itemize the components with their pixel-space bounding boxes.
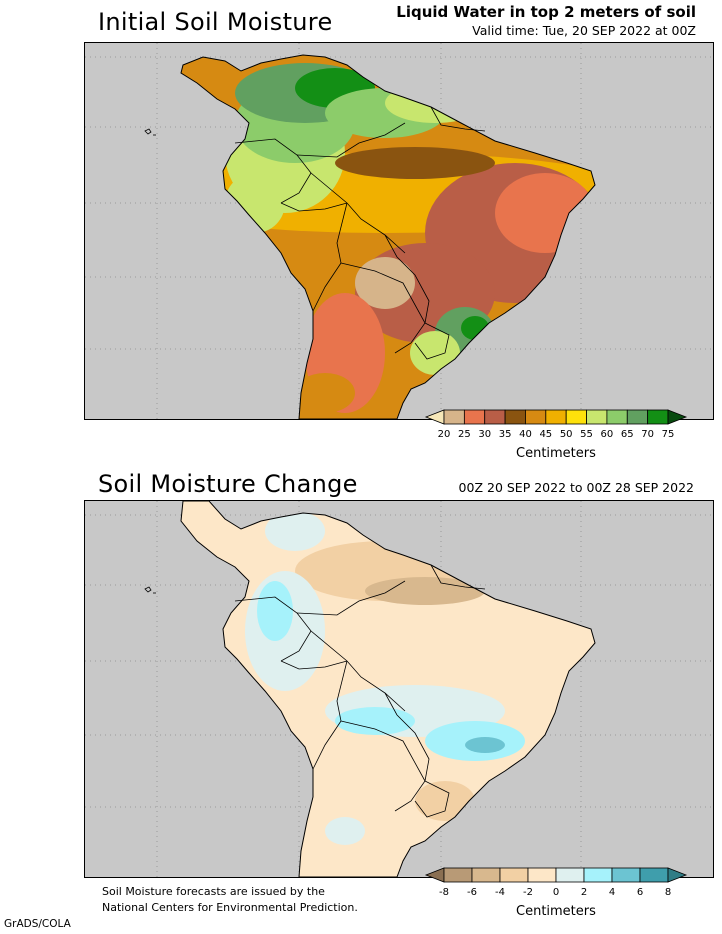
panel1-valid-time: Valid time: Tue, 20 SEP 2022 at 00Z <box>472 23 696 38</box>
panel1-colorbar-swatch <box>606 409 628 425</box>
soil-moisture-change-field <box>181 501 595 877</box>
panel1-colorbar-swatch <box>565 409 587 425</box>
panel2-colorbar-tick-label: -4 <box>495 887 505 898</box>
panel2-colorbar-swatch <box>611 867 641 883</box>
panel1-colorbar-swatch <box>647 409 669 425</box>
panel2-colorbar: -8 -6 -4 -2 0 2 4 6 8 <box>424 867 688 898</box>
panel1-colorbar-tick-label: 25 <box>458 429 471 440</box>
islands-2 <box>144 586 156 594</box>
panel2-colorbar-swatch <box>527 867 557 883</box>
panel1-colorbar-swatch <box>463 409 486 425</box>
country-borders <box>234 106 486 360</box>
panel1-colorbar-swatches <box>424 409 688 425</box>
soil-moisture-change-map <box>84 500 714 878</box>
ncep-note-line2: National Centers for Environmental Predi… <box>102 901 358 914</box>
panel1-colorbar-tick-label: 20 <box>438 429 451 440</box>
panel1-colorbar-tick-label: 35 <box>499 429 512 440</box>
panel2-time-range: 00Z 20 SEP 2022 to 00Z 28 SEP 2022 <box>458 480 694 495</box>
panel2-title: Soil Moisture Change <box>98 470 358 498</box>
panel1-colorbar-tick-label: 60 <box>601 429 614 440</box>
panel2-colorbar-tick-label: 6 <box>637 887 643 898</box>
panel1-colorbar-tick-label: 30 <box>478 429 491 440</box>
country-borders-2 <box>234 564 486 818</box>
panel2-colorbar-labels: -8 -6 -4 -2 0 2 4 6 8 <box>439 887 671 898</box>
grads-credit: GrADS/COLA <box>4 918 71 930</box>
panel2-colorbar-swatches <box>424 867 688 883</box>
panel2-colorbar-tick-label: 2 <box>581 887 587 898</box>
soil-moisture-field <box>181 55 595 419</box>
panel2-colorbar-swatch <box>443 867 473 883</box>
panel1-colorbar-swatch <box>545 409 567 425</box>
soil-moisture-change-map-graphic <box>85 501 713 877</box>
panel1-colorbar-tick-label: 65 <box>621 429 634 440</box>
ncep-note-line1: Soil Moisture forecasts are issued by th… <box>102 885 325 898</box>
panel1-colorbar-swatch <box>424 409 445 425</box>
panel1-colorbar: 20 25 30 35 40 45 50 55 60 65 70 75 <box>424 409 688 440</box>
panel1-colorbar-swatch <box>443 409 465 425</box>
panel1-colorbar-swatch <box>525 409 547 425</box>
panel1-colorbar-tick-label: 70 <box>641 429 654 440</box>
panel1-colorbar-tick-label: 50 <box>560 429 573 440</box>
panel2-colorbar-tick-label: -6 <box>467 887 477 898</box>
panel2-colorbar-swatch <box>499 867 529 883</box>
panel2-colorbar-tick-label: 8 <box>665 887 671 898</box>
panel2-colorbar-swatch <box>639 867 669 883</box>
soil-moisture-map <box>84 42 714 420</box>
panel1-colorbar-swatch <box>586 409 608 425</box>
panel2-colorbar-swatch <box>583 867 613 883</box>
panel1-colorbar-swatch <box>626 409 649 425</box>
panel1-colorbar-swatch <box>484 409 506 425</box>
panel1-colorbar-units: Centimeters <box>516 446 596 461</box>
panel1-colorbar-tick-label: 55 <box>580 429 593 440</box>
panel2-colorbar-tick-label: 4 <box>609 887 615 898</box>
ncep-note: Soil Moisture forecasts are issued by th… <box>102 884 358 916</box>
panel1-colorbar-tick-label: 45 <box>539 429 552 440</box>
panel1-title: Initial Soil Moisture <box>98 8 333 36</box>
panel2-colorbar-tick-label: -8 <box>439 887 449 898</box>
panel2-colorbar-swatch <box>667 867 688 883</box>
panel1-subtitle-line1: Liquid Water in top 2 meters of soil <box>396 3 696 21</box>
panel1-colorbar-tick-label: 75 <box>662 429 675 440</box>
panel1-colorbar-labels: 20 25 30 35 40 45 50 55 60 65 70 75 <box>438 429 675 440</box>
panel2-colorbar-tick-label: 0 <box>553 887 559 898</box>
panel2-colorbar-swatch <box>471 867 501 883</box>
panel1-colorbar-tick-label: 40 <box>519 429 532 440</box>
panel2-colorbar-tick-label: -2 <box>523 887 533 898</box>
islands <box>144 128 156 136</box>
panel2-colorbar-units: Centimeters <box>516 904 596 919</box>
panel1-colorbar-swatch <box>667 409 688 425</box>
soil-moisture-map-graphic <box>85 43 713 419</box>
panel2-colorbar-swatch <box>555 867 585 883</box>
panel2-colorbar-swatch <box>424 867 445 883</box>
panel1-colorbar-swatch <box>504 409 526 425</box>
